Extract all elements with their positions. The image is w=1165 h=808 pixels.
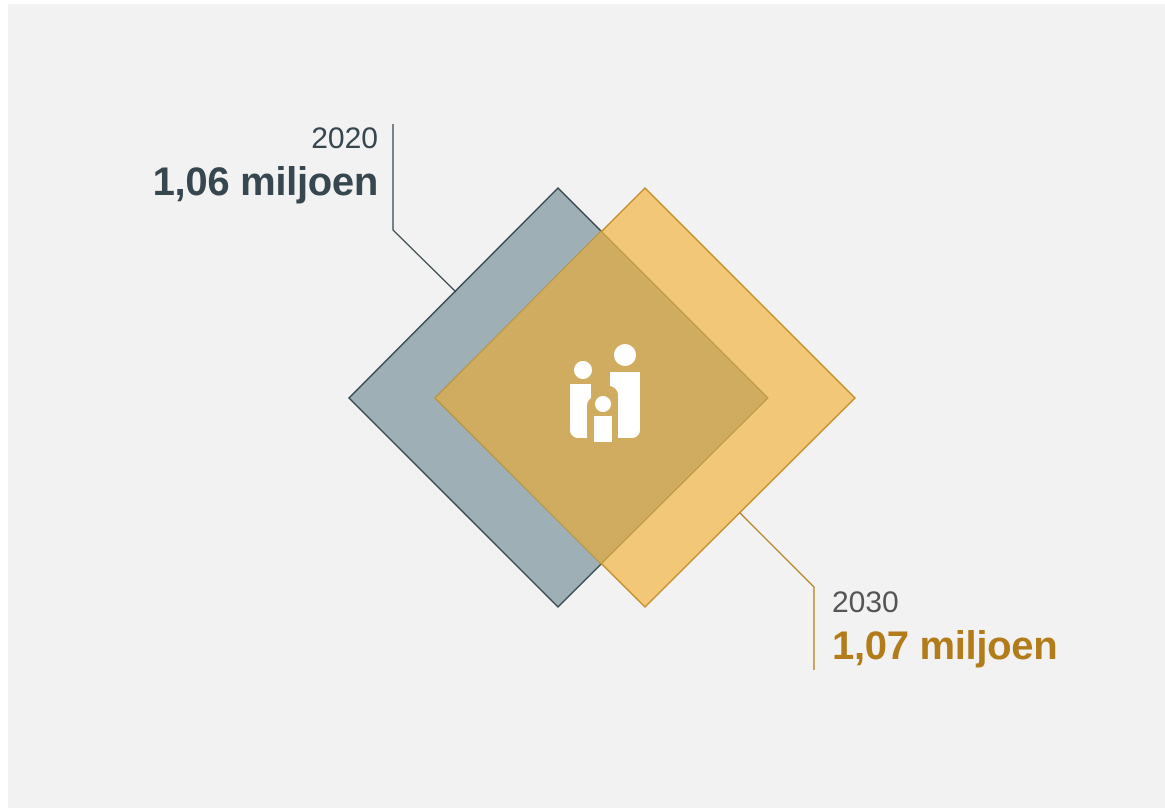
label-2030: 2030 1,07 miljoen <box>832 586 1058 668</box>
label-2020: 2020 1,06 miljoen <box>152 122 379 204</box>
leader-line-2020 <box>392 124 457 293</box>
year-2020: 2020 <box>311 122 378 155</box>
year-2030: 2030 <box>832 586 899 619</box>
value-2030: 1,07 miljoen <box>832 624 1058 668</box>
value-2020: 1,06 miljoen <box>152 160 379 204</box>
family-icon <box>570 344 640 442</box>
leader-line-2030 <box>739 512 815 670</box>
